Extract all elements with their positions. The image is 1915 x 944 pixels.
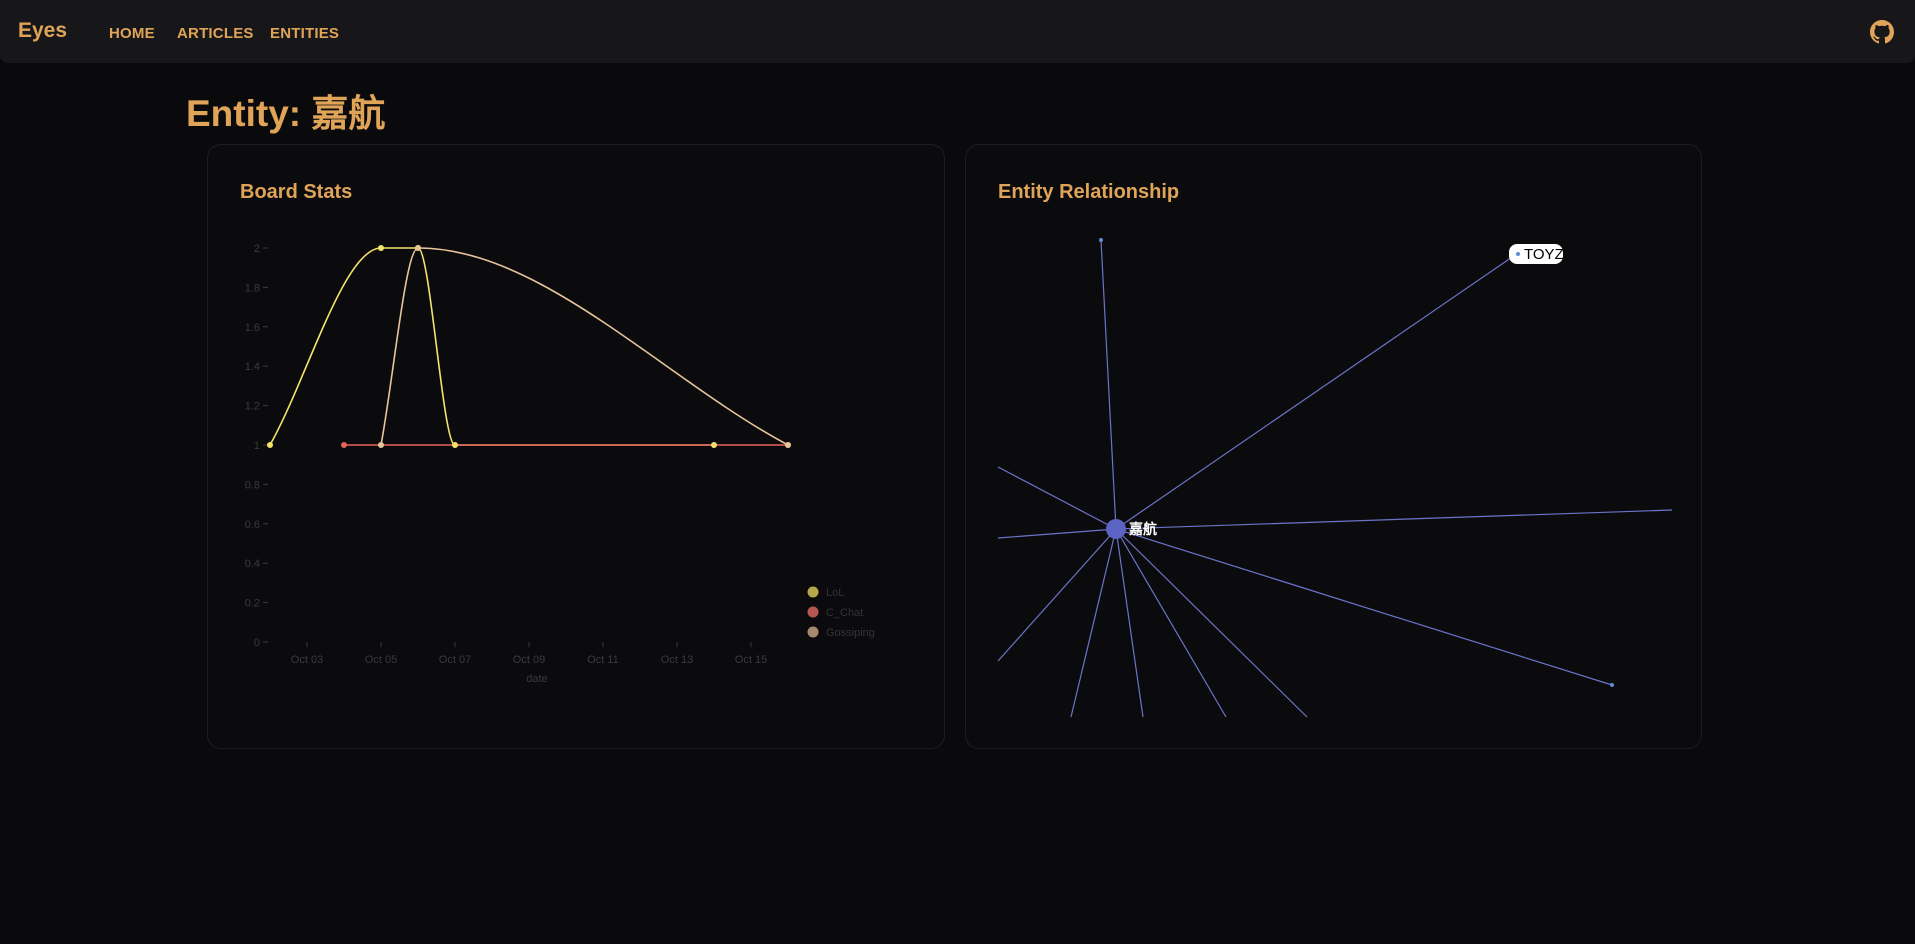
y-tick-label: 1.2 xyxy=(245,401,260,413)
page-title: Entity: 嘉航 xyxy=(186,93,386,134)
x-tick-label: Oct 05 xyxy=(365,654,397,666)
nav-link-entities[interactable]: ENTITIES xyxy=(270,25,340,42)
y-tick-label: 1 xyxy=(254,440,260,452)
y-tick-label: 2 xyxy=(254,243,260,255)
chart-series xyxy=(267,245,791,448)
data-point[interactable] xyxy=(711,442,717,448)
y-tick-label: 1.6 xyxy=(245,322,260,334)
node-label-badge xyxy=(1509,244,1563,264)
graph-edge xyxy=(997,528,1117,662)
entity-relationship-card: Entity Relationship TOYZ 嘉航 xyxy=(965,144,1702,749)
data-point[interactable] xyxy=(378,245,384,251)
legend-label[interactable]: LoL xyxy=(826,587,844,599)
graph-edge xyxy=(997,528,1117,539)
graph-edge xyxy=(1115,528,1308,718)
data-point[interactable] xyxy=(378,442,384,448)
node-label: TOYZ xyxy=(1524,246,1564,263)
data-point[interactable] xyxy=(452,442,458,448)
graph-node-toyz[interactable]: TOYZ xyxy=(1509,244,1564,264)
legend-label[interactable]: Gossiping xyxy=(826,627,875,639)
graph-edge xyxy=(1115,252,1519,530)
brand-logo[interactable]: Eyes xyxy=(18,19,68,42)
graph-edge xyxy=(1115,528,1227,718)
nav-link-articles[interactable]: ARTICLES xyxy=(177,25,254,42)
series-line xyxy=(380,247,789,446)
data-point[interactable] xyxy=(785,442,791,448)
x-axis-label: date xyxy=(526,673,547,685)
y-axis: 0 0.2 0.4 0.6 0.8 1 1.2 1.4 1.6 1.8 2 xyxy=(245,243,268,649)
legend-swatch[interactable] xyxy=(807,586,819,598)
github-icon[interactable] xyxy=(1870,20,1894,44)
graph-edge xyxy=(997,466,1117,530)
top-navbar: Eyes HOME ARTICLES ENTITIES xyxy=(0,0,1915,63)
data-point[interactable] xyxy=(415,245,421,251)
x-tick-label: Oct 11 xyxy=(587,654,619,666)
board-stats-card: Board Stats 0 0.2 0.4 0.6 0.8 1 1.2 1.4 1.6 1.8 2 … xyxy=(207,144,945,749)
board-stats-chart: 0 0.2 0.4 0.6 0.8 1 1.2 1.4 1.6 1.8 2 Oct 03 Oct 05… xyxy=(245,243,875,685)
series-line xyxy=(269,247,714,446)
graph-node[interactable] xyxy=(1516,252,1520,256)
entity-graph[interactable]: TOYZ 嘉航 xyxy=(966,145,1703,750)
graph-node[interactable] xyxy=(1099,238,1103,242)
y-tick-label: 0.4 xyxy=(245,558,260,570)
y-tick-label: 1.4 xyxy=(245,361,260,373)
graph-center-node[interactable] xyxy=(1106,519,1126,539)
graph-edge xyxy=(1070,528,1117,718)
y-tick-label: 1.8 xyxy=(245,282,260,294)
y-tick-label: 0.2 xyxy=(245,598,260,610)
data-point[interactable] xyxy=(267,442,273,448)
center-node-label: 嘉航 xyxy=(1128,521,1157,538)
graph-edge xyxy=(1100,239,1117,530)
graph-edges xyxy=(997,239,1673,718)
x-axis: Oct 03 Oct 05 Oct 07 Oct 09 Oct 11 Oct 13 Oct … xyxy=(291,642,767,685)
graph-node[interactable] xyxy=(1610,683,1614,687)
y-tick-label: 0.8 xyxy=(245,479,260,491)
legend-swatch[interactable] xyxy=(807,606,819,618)
x-tick-label: Oct 03 xyxy=(291,654,323,666)
y-tick-label: 0.6 xyxy=(245,519,260,531)
graph-nodes[interactable]: TOYZ 嘉航 xyxy=(1099,238,1614,687)
x-tick-label: Oct 13 xyxy=(661,654,693,666)
legend-swatch[interactable] xyxy=(807,626,819,638)
x-tick-label: Oct 15 xyxy=(735,654,767,666)
x-tick-label: Oct 09 xyxy=(513,654,545,666)
board-stats-title: Board Stats xyxy=(240,181,353,203)
legend-label[interactable]: C_Chat xyxy=(826,607,863,619)
graph-edge xyxy=(1115,509,1673,530)
data-point[interactable] xyxy=(341,442,347,448)
chart-legend[interactable]: LoL C_Chat Gossiping xyxy=(807,586,875,640)
graph-edge xyxy=(1115,528,1613,686)
graph-edge xyxy=(1115,528,1144,718)
entity-relationship-title: Entity Relationship xyxy=(998,181,1180,203)
nav-link-home[interactable]: HOME xyxy=(109,25,155,42)
y-tick-label: 0 xyxy=(254,637,260,649)
x-tick-label: Oct 07 xyxy=(439,654,471,666)
